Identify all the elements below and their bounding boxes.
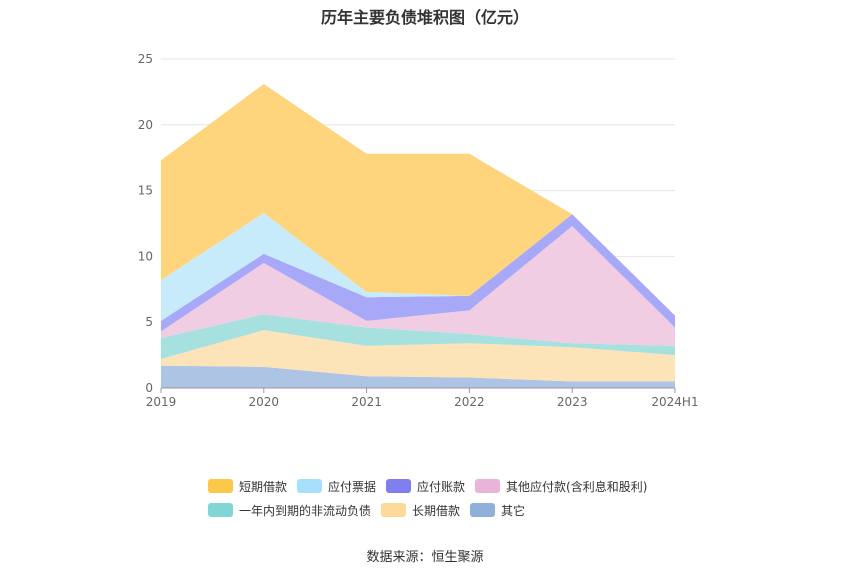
area-series — [161, 214, 675, 332]
area-series — [161, 84, 675, 316]
legend-swatch — [470, 503, 496, 517]
legend-item-short-term-loans[interactable]: 短期借款 — [208, 478, 287, 495]
legend-swatch — [208, 503, 233, 517]
legend-swatch — [386, 479, 412, 493]
legend-label: 应付账款 — [417, 479, 466, 494]
legend-item-long-term-loans[interactable]: 长期借款 — [381, 502, 460, 519]
x-tick-label: 2024H1 — [651, 395, 698, 409]
legend-item-accounts-payable[interactable]: 应付账款 — [386, 478, 465, 495]
x-tick-label: 2019 — [146, 395, 177, 409]
area-series — [161, 226, 675, 346]
legend-label: 长期借款 — [412, 503, 461, 518]
stacked-area-chart: 0 5 10 15 20 25 2019 2020 2021 2022 2023 2024H1 — [138, 52, 699, 409]
legend-item-other-payables[interactable]: 其他应付款(含利息和股利) — [475, 478, 647, 495]
data-source: 数据来源：恒生聚源 — [366, 550, 484, 565]
legend-item-notes-payable[interactable]: 应付票据 — [297, 478, 376, 495]
legend-swatch — [297, 479, 323, 493]
y-tick-label: 0 — [145, 381, 153, 395]
x-tick-label: 2020 — [249, 395, 280, 409]
x-tick-label: 2021 — [351, 395, 382, 409]
legend-label: 一年内到期的非流动负债 — [239, 503, 372, 518]
y-tick-label: 25 — [138, 52, 153, 66]
legend-swatch — [475, 479, 501, 493]
x-tick-label: 2022 — [454, 395, 485, 409]
legend-label: 短期借款 — [239, 479, 288, 494]
y-tick-label: 10 — [138, 249, 153, 263]
legend-swatch — [208, 479, 233, 493]
y-tick-label: 15 — [138, 184, 153, 198]
y-tick-label: 5 — [145, 315, 153, 329]
legend: 短期借款 应付票据 应付账款 其他应付款(含利息和股利) 一年内到期的非流动负债… — [208, 474, 688, 522]
legend-item-others[interactable]: 其它 — [470, 502, 525, 519]
x-tick-label: 2023 — [557, 395, 588, 409]
legend-item-current-noncurrent[interactable]: 一年内到期的非流动负债 — [208, 502, 371, 519]
chart-title: 历年主要负债堆积图（亿元） — [320, 8, 529, 27]
legend-row-1: 短期借款 应付票据 应付账款 其他应付款(含利息和股利) — [208, 474, 688, 498]
legend-label: 其他应付款(含利息和股利) — [506, 479, 648, 494]
legend-row-2: 一年内到期的非流动负债 长期借款 其它 — [208, 498, 688, 522]
area-series — [161, 213, 675, 321]
area-series — [161, 314, 675, 359]
legend-label: 其它 — [501, 503, 526, 518]
legend-swatch — [381, 503, 407, 517]
area-series — [161, 330, 675, 382]
legend-label: 应付票据 — [328, 479, 377, 494]
area-series — [161, 365, 675, 388]
y-tick-label: 20 — [138, 118, 153, 132]
